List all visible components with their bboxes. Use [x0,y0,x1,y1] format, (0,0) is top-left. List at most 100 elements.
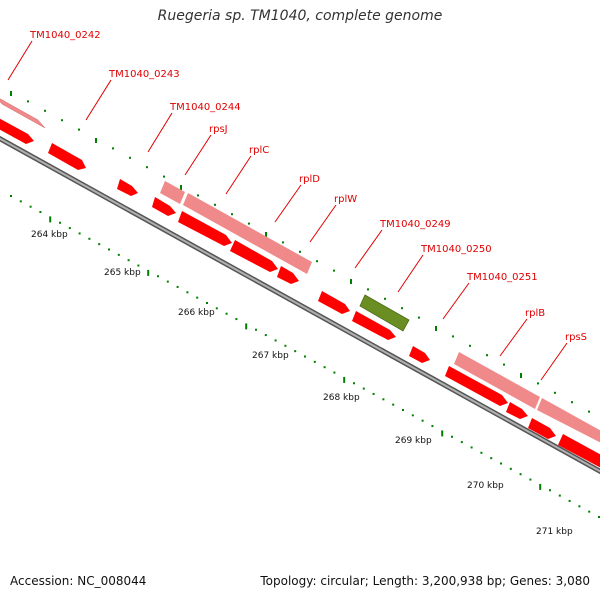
upper-tick [316,260,318,263]
cds-arrow-tm1040-0243[interactable] [48,143,86,170]
upper-tick [469,344,471,347]
lower-tick [68,227,71,230]
gene-label[interactable]: TM1040_0243 [108,69,180,80]
lower-tick [343,376,346,383]
lower-tick [392,403,395,406]
kbp-scale-label: 268 kbp [323,393,360,403]
label-leader-line [274,184,302,223]
upper-tick [282,241,284,244]
lower-tick [225,312,228,315]
lower-tick [313,360,316,363]
upper-tick [214,203,216,206]
cds-arrow-rpsS[interactable] [528,418,556,439]
cds-arrow-rplB-2[interactable] [506,402,528,419]
cds-arrow-rplW[interactable] [277,266,299,284]
gene-label[interactable]: TM1040_0249 [379,219,451,230]
cds-arrow-rplB[interactable] [445,366,508,406]
lower-tick [529,478,532,481]
cds-arrow-rpsS-2[interactable] [558,434,600,470]
gene-bar-rpsJ[interactable] [160,181,185,204]
upper-tick [384,297,386,300]
lower-tick [88,237,91,240]
lower-tick [500,462,502,465]
lower-tick [353,382,355,385]
gene-label[interactable]: TM1040_0242 [29,30,101,41]
lower-tick [235,318,238,321]
lower-tick [98,243,101,246]
cds-arrow-tm1040-0249[interactable] [318,291,350,314]
cds-arrow-rplC[interactable] [178,211,232,246]
lower-tick [127,259,130,262]
gene-label[interactable]: rpsJ [209,124,228,135]
lower-tick [490,457,493,460]
gene-label[interactable]: rplB [525,308,545,319]
lower-tick [451,435,453,438]
upper-tick [197,194,199,197]
gene-bar-tm1040-0242[interactable] [0,96,46,129]
lower-tick [539,483,542,490]
upper-tick [486,354,488,357]
label-leader-line [442,282,470,320]
lower-tick [382,398,385,401]
lower-tick [166,280,169,283]
upper-tick [163,175,165,178]
cds-arrow-rpsJ[interactable] [152,197,176,216]
lower-tick-track [10,195,600,518]
lower-tick [294,350,297,353]
upper-tick [554,391,556,394]
lower-tick [78,232,81,235]
lower-tick [117,253,120,256]
gene-label[interactable]: TM1040_0244 [169,102,241,113]
map-title: Ruegeria sp. TM1040, complete genome [157,8,443,24]
lower-tick [255,328,257,331]
lower-tick [362,387,365,390]
gene-label[interactable]: rplW [334,194,357,205]
lower-tick [39,211,42,214]
upper-tick [265,232,267,237]
label-leader-line [225,155,252,195]
upper-tick [78,128,80,131]
kbp-scale-label: 270 kbp [467,481,504,491]
cds-arrow-tm1040-0250[interactable] [352,311,396,340]
cds-arrow-tm1040-0242[interactable] [0,116,34,144]
upper-tick [61,119,63,122]
lower-tick [323,366,326,369]
lower-tick [441,430,444,437]
label-leader-line [354,229,383,269]
lower-tick [598,516,600,518]
gene-bar-rplC-rplD[interactable] [183,193,312,274]
cds-arrow-rplD[interactable] [230,240,278,272]
kbp-scale-label: 269 kbp [395,436,432,446]
lower-tick [421,419,424,422]
cds-arrow-tm1040-0244[interactable] [117,179,138,196]
upper-tick [129,156,131,159]
lower-tick [10,195,12,197]
lower-tick [519,473,522,476]
highlighted-gene-tm1040-0250[interactable] [359,294,410,332]
feature-track [0,96,600,470]
gene-label[interactable]: rplC [249,145,269,156]
cds-arrow-tm1040-0251[interactable] [409,346,430,363]
gene-bar-rplB[interactable] [454,352,540,409]
gene-label[interactable]: TM1040_0251 [466,272,538,283]
gene-labels: TM1040_0242 TM1040_0243 TM1040_0244 rpsJ rpl… [29,30,587,343]
gene-label[interactable]: rpsS [565,332,587,343]
upper-tick [231,213,233,216]
lower-tick [59,221,61,224]
gene-label[interactable]: rplD [299,174,320,185]
accession-text: Accession: NC_008044 [10,574,147,588]
upper-tick [146,166,148,169]
upper-tick [452,335,454,338]
gene-label[interactable]: TM1040_0250 [420,244,492,255]
upper-tick [333,269,335,272]
label-leader-line [184,134,212,176]
gene-bar-rpsS[interactable] [537,398,600,445]
lower-tick [372,392,375,395]
label-leader-line [397,254,424,293]
upper-tick [180,185,182,190]
lower-tick [402,409,404,411]
lower-tick [176,285,179,288]
kbp-scale-label: 271 kbp [536,527,573,537]
lower-tick [206,302,208,304]
kbp-scale-label: 264 kbp [31,230,68,240]
